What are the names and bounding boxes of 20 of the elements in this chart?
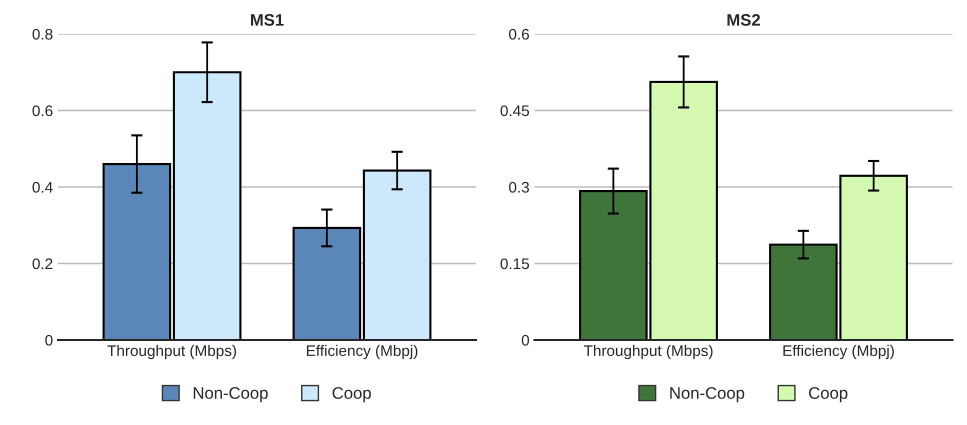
legend-label: Non-Coop xyxy=(670,387,744,402)
legend-label: Coop xyxy=(809,387,848,402)
y-tick-label: 0.3 xyxy=(509,182,529,193)
y-tick-label: 0.45 xyxy=(500,105,530,116)
legend-label: Non-Coop xyxy=(194,387,268,402)
chart-title: MS2 xyxy=(727,14,760,26)
x-tick-label: Throughput (Mbps) xyxy=(107,344,236,360)
x-tick-label: Efficiency (Mbpj) xyxy=(783,344,894,360)
y-tick-label: 0 xyxy=(522,334,530,346)
chart-title: MS1 xyxy=(250,14,284,26)
y-tick-label: 0.4 xyxy=(32,182,53,193)
y-tick-label: 0.2 xyxy=(32,258,52,270)
x-tick-label: Throughput (Mbps) xyxy=(584,344,713,360)
y-tick-label: 0.15 xyxy=(500,258,530,270)
x-tick-label: Efficiency (Mbpj) xyxy=(306,344,418,360)
y-tick-label: 0.6 xyxy=(509,28,529,40)
legend-label: Coop xyxy=(332,387,371,402)
y-tick-label: 0.8 xyxy=(32,28,52,40)
y-tick-label: 0 xyxy=(45,334,53,346)
y-tick-label: 0.6 xyxy=(32,105,52,116)
